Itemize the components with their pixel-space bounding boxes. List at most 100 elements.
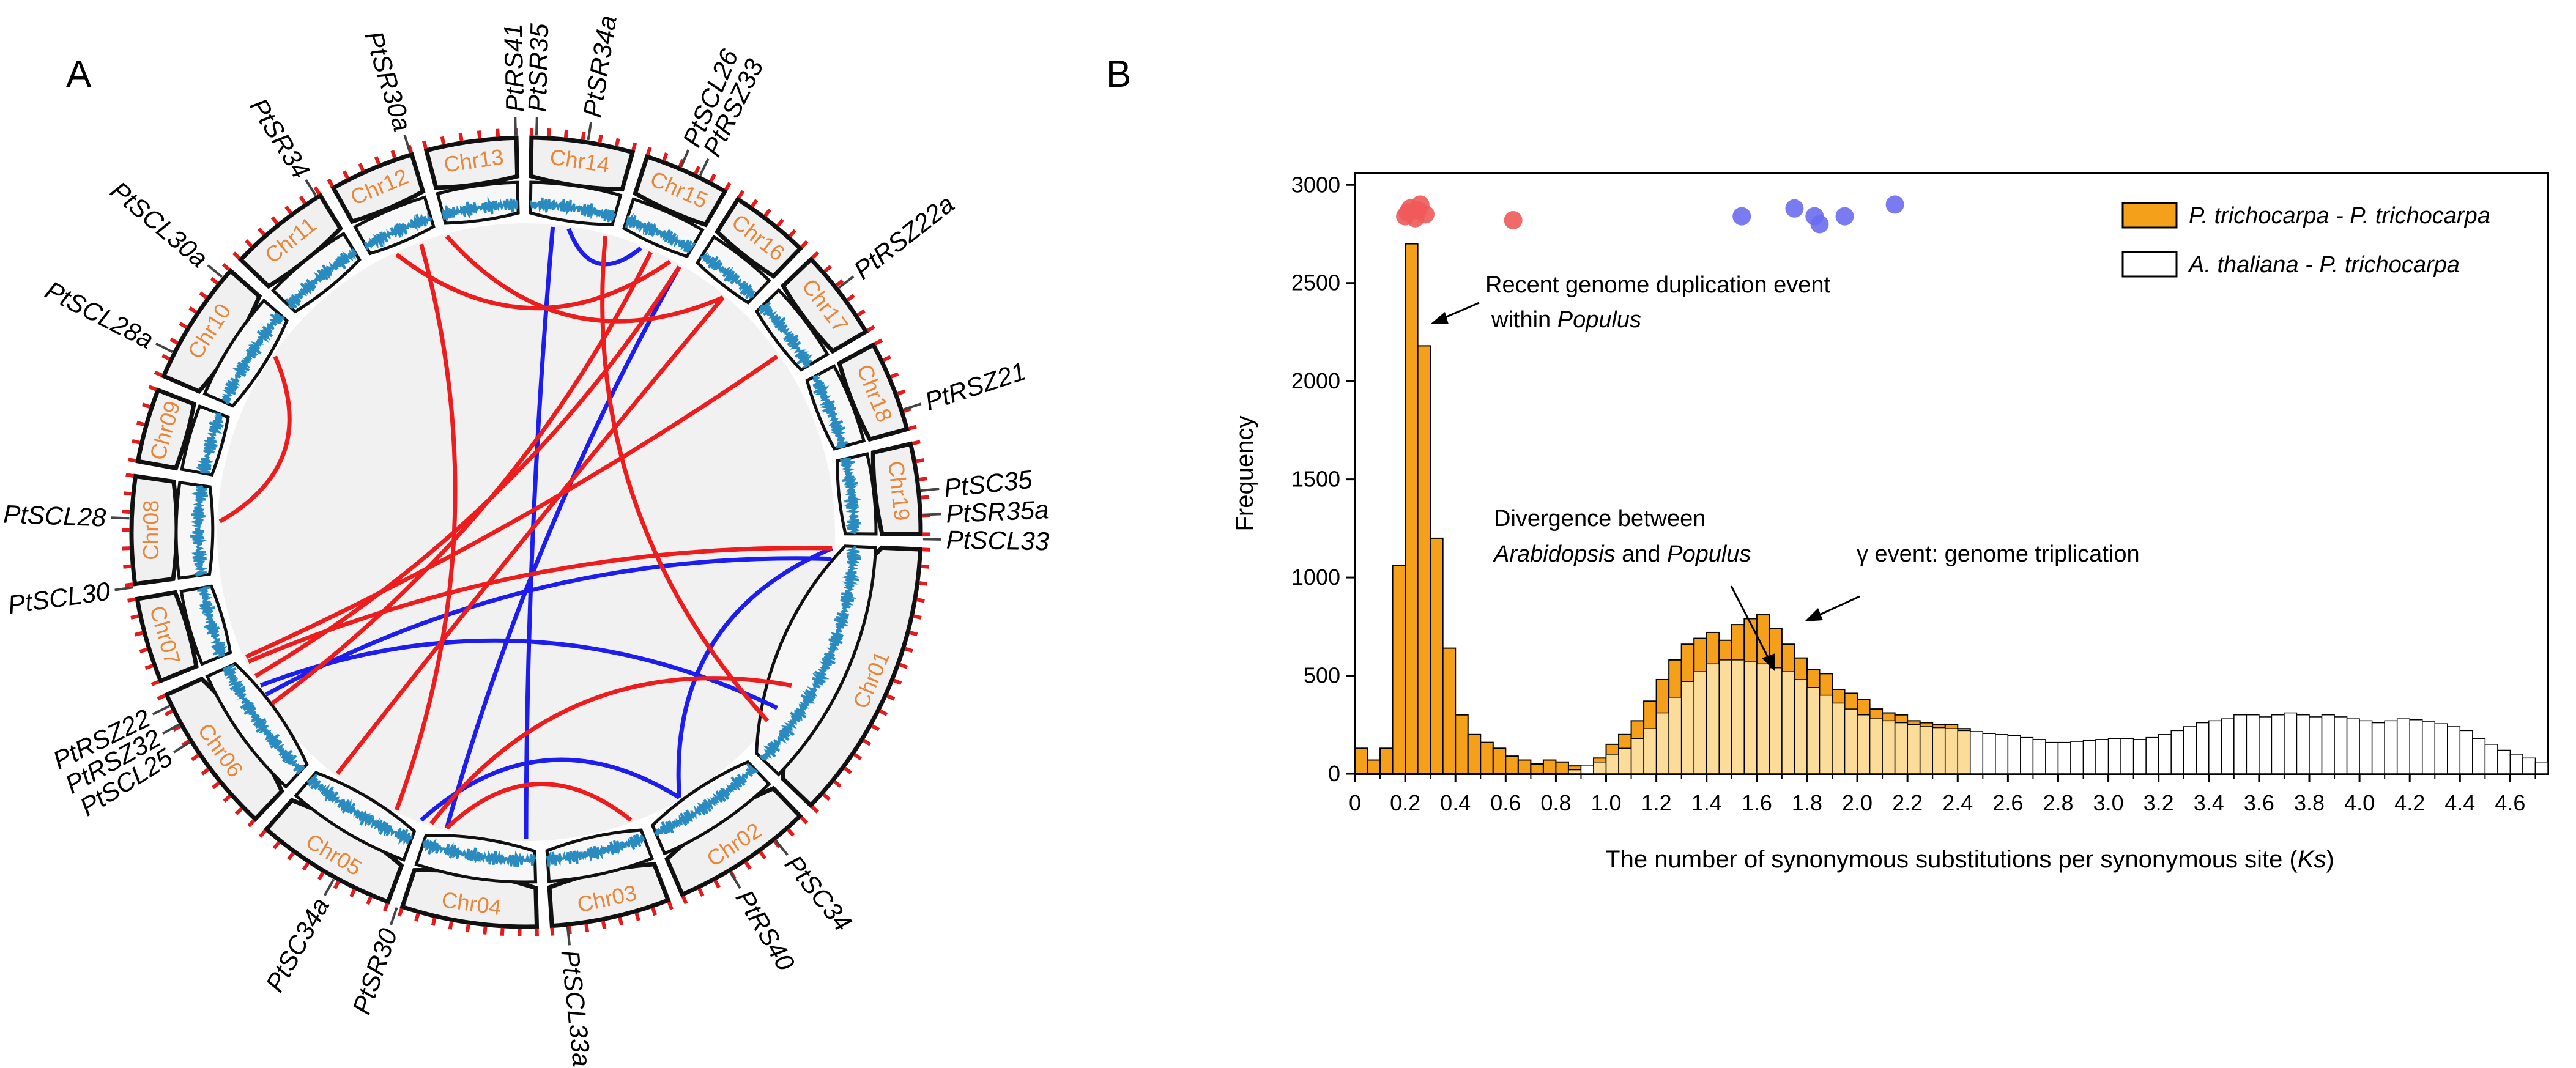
annotation-gamma: γ event: genome triplication: [1857, 541, 2140, 567]
position-tick: [584, 924, 590, 932]
bar-at-pt: [1832, 702, 1846, 774]
bar-at-pt: [1957, 730, 1971, 774]
position-tick: [709, 173, 716, 183]
position-tick: [866, 325, 875, 333]
synteny-link: [676, 546, 833, 798]
bar-at-pt: [1857, 714, 1871, 774]
chromosome-band: [780, 256, 869, 354]
bar-at-pt: [2070, 741, 2084, 774]
position-tick: [327, 178, 335, 188]
bar-at-pt: [2434, 723, 2448, 774]
gene-label: PtSCL28: [3, 500, 107, 532]
bar-at-pt: [2082, 740, 2096, 774]
gene-marker: [111, 516, 130, 520]
gene-marker: [680, 149, 690, 168]
synteny-link: [265, 556, 832, 697]
annotation-recent-line1: Recent genome duplication event: [1485, 272, 1830, 298]
position-tick: [221, 262, 231, 271]
synteny-link: [395, 253, 672, 311]
bar-at-pt: [2409, 719, 2423, 774]
bar-at-pt: [2296, 714, 2310, 774]
gene-density-track: [202, 298, 289, 408]
synteny-link: [394, 243, 458, 811]
bar-pt-pt: [1505, 755, 1519, 775]
circos-plot: Chr01Chr02Chr03Chr04Chr05Chr06Chr07Chr08…: [3, 13, 1050, 1068]
position-tick: [164, 709, 174, 716]
position-tick: [212, 781, 220, 790]
synteny-link: [247, 546, 833, 664]
gene-density-line: [529, 197, 617, 223]
position-tick: [397, 908, 404, 917]
position-tick: [342, 170, 349, 179]
bar-at-pt: [1643, 728, 1657, 774]
position-tick: [763, 208, 771, 217]
position-tick: [724, 182, 732, 191]
position-tick: [678, 158, 685, 168]
position-tick: [581, 132, 586, 141]
gene-label: PtSR35a: [945, 495, 1049, 528]
bar-at-pt: [1819, 694, 1833, 774]
position-tick: [662, 152, 669, 161]
gene-label: PtSR30a: [360, 28, 417, 135]
position-tick: [358, 163, 365, 172]
gene-density-line: [759, 545, 862, 761]
position-tick: [909, 631, 918, 637]
x-tick-label: 2.6: [1992, 790, 2023, 815]
y-axis: 0 500 1000 1500 2000 2500 3000: [1291, 172, 1355, 786]
y-tick-label: 1000: [1291, 565, 1340, 590]
bar-at-pt: [1995, 734, 2009, 774]
position-tick: [333, 880, 341, 889]
position-tick: [567, 925, 572, 935]
chromosome-band: [870, 441, 923, 536]
position-tick: [916, 598, 925, 603]
position-tick: [431, 917, 437, 926]
gene-marker: [903, 402, 922, 411]
gene-density-track: [270, 231, 362, 314]
position-tick: [899, 662, 908, 669]
position-tick: [846, 294, 855, 302]
bar-pt-pt: [1455, 714, 1469, 774]
arrow-recent: [1440, 302, 1480, 321]
position-tick: [744, 861, 752, 870]
gene-density-line: [363, 212, 432, 250]
gene-density-line: [700, 251, 755, 299]
position-tick: [843, 766, 852, 774]
bar-at-pt: [1869, 718, 1883, 774]
position-tick: [148, 385, 157, 391]
x-tick-label: 4.0: [2344, 790, 2375, 815]
gene-label: PtSC34a: [260, 892, 335, 996]
position-tick: [893, 678, 902, 685]
bar-at-pt: [1580, 765, 1594, 774]
legend: P. trichocarpa - P. trichocarpa A. thalia…: [2121, 202, 2490, 278]
x-tick-label: 3.4: [2194, 790, 2224, 815]
bar-at-pt: [1605, 754, 1619, 774]
x-tick-label: 0.2: [1390, 790, 1420, 815]
position-tick: [598, 134, 603, 143]
gene-marker: [838, 275, 855, 289]
position-tick: [448, 921, 454, 930]
legend-label: A. thaliana - P. trichocarpa: [2188, 252, 2460, 278]
gene-marker: [729, 872, 741, 889]
gene-marker: [922, 538, 941, 541]
position-tick: [201, 768, 210, 776]
position-tick: [458, 133, 464, 142]
position-tick: [878, 709, 888, 716]
x-tick-label: 2.4: [1942, 790, 1973, 815]
gene-marker: [566, 927, 571, 946]
chromosome-chr05: Chr05: [258, 771, 417, 912]
position-tick: [390, 150, 397, 159]
bar-at-pt: [2221, 718, 2235, 774]
x-tick-label: 0.4: [1440, 790, 1471, 815]
position-tick: [161, 354, 171, 361]
position-tick: [667, 901, 674, 910]
synteny-link: [444, 265, 681, 829]
synteny-link: [445, 782, 633, 830]
position-tick: [232, 251, 241, 260]
gene-marker: [155, 342, 173, 354]
gene-label: PtSCL33a: [555, 949, 596, 1068]
gene-density-line: [839, 457, 861, 535]
position-tick: [496, 128, 500, 137]
bar-at-pt: [2459, 730, 2473, 774]
bar-at-pt: [1982, 733, 1996, 774]
bar-at-pt: [2007, 735, 2021, 774]
